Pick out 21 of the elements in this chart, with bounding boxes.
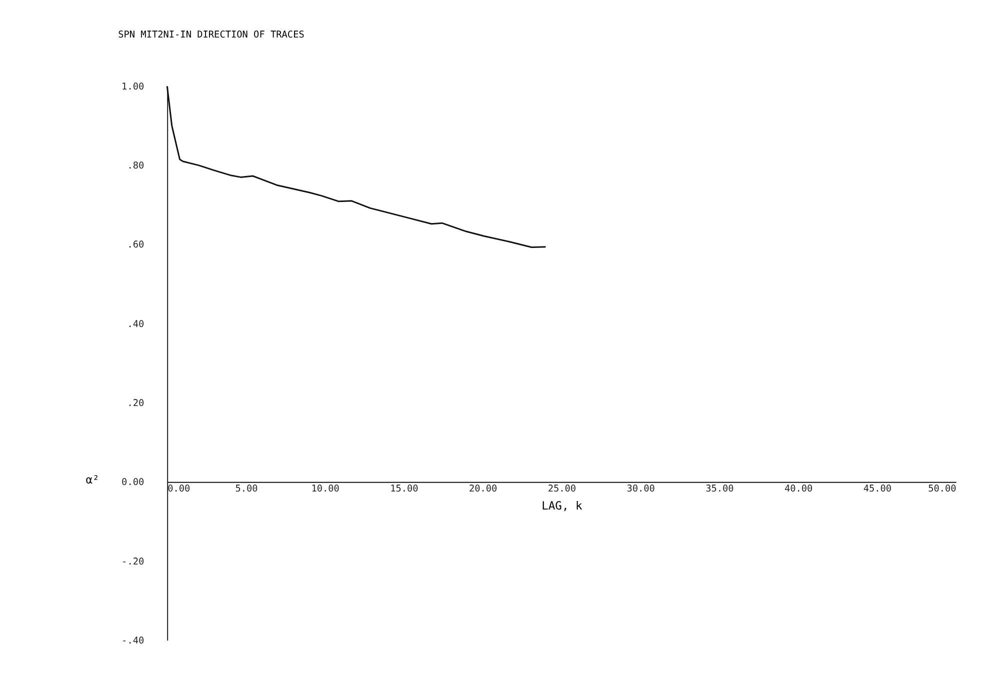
x-tick-label: 10.00 [311, 484, 340, 495]
y-axis-title: α² [86, 473, 100, 486]
x-axis-title: LAG, k [542, 500, 582, 513]
x-tick-label: 15.00 [390, 484, 419, 495]
x-tick-label: 50.00 [928, 484, 957, 495]
x-tick-label: 45.00 [863, 484, 892, 495]
y-tick-label: 1.00 [122, 81, 144, 92]
x-tick-label: 40.00 [784, 484, 814, 495]
x-tick-label: 20.00 [468, 484, 498, 495]
y-tick-label: .80 [127, 160, 144, 172]
chart-title: SPN MIT2NI-IN DIRECTION OF TRACES [118, 29, 305, 40]
x-tick-label: 35.00 [706, 484, 734, 495]
x-tick-label: 25.00 [548, 484, 576, 495]
x-tick-label: 30.00 [626, 484, 656, 495]
x-tick-label: 5.00 [235, 484, 258, 495]
y-tick-label: .20 [127, 398, 144, 410]
y-tick-label: .40 [127, 318, 144, 330]
y-tick-label: -.40 [122, 635, 144, 646]
y-tick-label: .60 [127, 240, 144, 251]
y-tick-label: -.20 [122, 556, 144, 568]
x-tick-label: 0.00 [168, 484, 191, 495]
